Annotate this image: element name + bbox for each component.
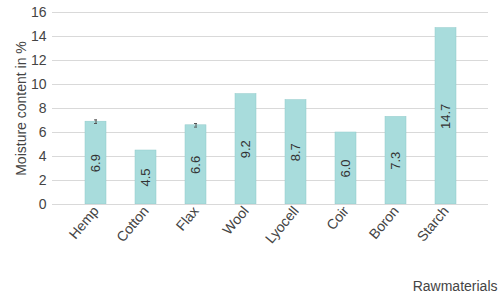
- svg-text:16: 16: [31, 4, 47, 20]
- svg-text:12: 12: [31, 52, 47, 68]
- svg-text:Flax: Flax: [172, 203, 201, 234]
- svg-text:4.5: 4.5: [138, 168, 153, 186]
- svg-text:10: 10: [31, 76, 47, 92]
- svg-text:Wool: Wool: [219, 203, 252, 238]
- svg-text:2: 2: [39, 172, 47, 188]
- svg-text:14: 14: [31, 28, 47, 44]
- svg-text:0: 0: [39, 196, 47, 212]
- svg-text:6.9: 6.9: [88, 154, 103, 172]
- svg-text:6.0: 6.0: [338, 159, 353, 177]
- svg-text:Boron: Boron: [365, 203, 401, 242]
- svg-text:9.2: 9.2: [238, 140, 253, 158]
- svg-text:6.6: 6.6: [188, 156, 203, 174]
- svg-text:14.7: 14.7: [438, 104, 453, 129]
- svg-text:6: 6: [39, 124, 47, 140]
- svg-text:Starch: Starch: [413, 203, 451, 244]
- svg-text:8.7: 8.7: [288, 143, 303, 161]
- svg-text:Cotton: Cotton: [113, 203, 152, 245]
- svg-text:Coir: Coir: [323, 203, 352, 233]
- svg-text:4: 4: [39, 148, 47, 164]
- svg-text:7.3: 7.3: [388, 152, 403, 170]
- svg-text:Rawmaterials: Rawmaterials: [413, 278, 498, 294]
- svg-text:Lyocell: Lyocell: [262, 203, 302, 246]
- svg-text:Hemp: Hemp: [65, 203, 101, 242]
- svg-text:8: 8: [39, 100, 47, 116]
- svg-text:Moisture content in %: Moisture content in %: [13, 41, 29, 176]
